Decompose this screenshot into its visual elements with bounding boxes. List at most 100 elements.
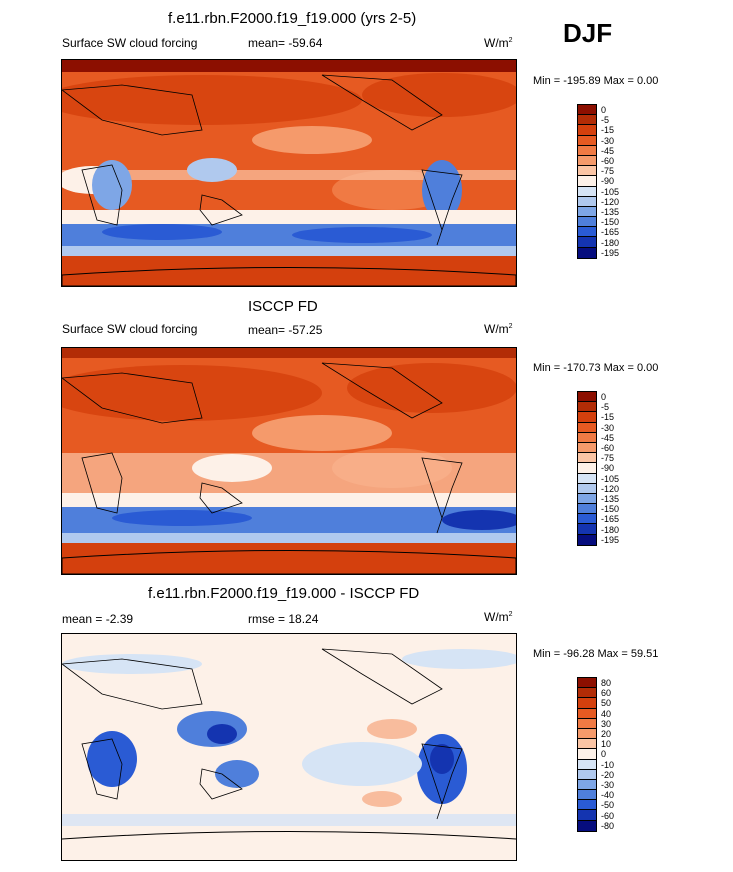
panel3-cbox <box>578 810 596 821</box>
panel1-colorbar-tick: -120 <box>601 196 620 207</box>
panel2-cbox <box>578 432 596 443</box>
panel2-colorbar-tick: -60 <box>601 443 615 453</box>
panel3-units: W/m2 <box>484 610 513 624</box>
panel2-colorbar-tick: -90 <box>601 463 615 474</box>
panel2-cbox <box>578 514 596 525</box>
panel3-field <box>62 634 516 860</box>
panel1-mean-label: mean= -59.64 <box>248 36 323 50</box>
panel3-cbox <box>578 698 596 709</box>
panel3-colorbar-tick: 60 <box>601 688 612 699</box>
panel3-rmse-label: rmse = 18.24 <box>248 612 319 626</box>
panel1-colorbar-tick: -30 <box>601 135 615 146</box>
panel2-minmax: Min = -170.73 Max = 0.00 <box>533 362 659 374</box>
panel3-map <box>61 633 517 861</box>
panel1-cbox <box>578 186 596 197</box>
panel2-colorbar-tick: -75 <box>601 453 615 464</box>
panel1-colorbar-tick: -195 <box>601 247 620 258</box>
panel2-colorbar-tick: -30 <box>601 422 615 433</box>
panel2-cbox <box>578 442 596 454</box>
panel3-colorbar-tick: 50 <box>601 698 612 709</box>
panel2-cbox <box>578 483 596 494</box>
panel1-cbox <box>578 227 596 238</box>
panel1-title: f.e11.rbn.F2000.f19_f19.000 (yrs 2-5) <box>168 10 417 27</box>
panel3-cbox <box>578 739 596 750</box>
panel2-colorbar-tick: -45 <box>601 432 615 443</box>
panel1-cbox <box>578 166 596 177</box>
panel3-cbox <box>578 759 596 770</box>
panel3-cbox <box>578 718 596 729</box>
panel3-colorbar-tick: -60 <box>601 810 615 821</box>
panel3-cbox <box>578 800 596 811</box>
panel1-cbox <box>578 206 596 218</box>
panel1-colorbar-tick: -180 <box>601 237 620 248</box>
panel3-colorbar-tick: -20 <box>601 769 615 780</box>
panel2-cbox <box>578 463 596 474</box>
panel1-colorbar-tick: -165 <box>601 227 620 238</box>
panel2-cbox <box>578 493 596 505</box>
panel2-colorbar-tick: -165 <box>601 514 620 525</box>
panel1-colorbar-tick: -45 <box>601 145 615 156</box>
panel1-minmax: Min = -195.89 Max = 0.00 <box>533 75 659 87</box>
panel3-mean-label: mean = -2.39 <box>62 612 134 626</box>
panel3-colorbar-tick: 40 <box>601 708 612 719</box>
panel3-minmax: Min = -96.28 Max = 59.51 <box>533 648 659 660</box>
panel2-colorbar-tick: -105 <box>601 473 620 484</box>
panel1-colorbar-tick: -75 <box>601 166 615 177</box>
panel2-cbox <box>578 422 596 433</box>
panel1-field <box>62 60 516 286</box>
panel3-cbox <box>578 688 596 699</box>
panel1-cbox <box>578 217 596 228</box>
panel1-units: W/m2 <box>484 36 513 50</box>
panel2-cbox <box>578 392 596 403</box>
panel2-cbox <box>578 402 596 413</box>
panel2-colorbar-tick: -15 <box>601 412 615 423</box>
panel2-map <box>61 347 517 575</box>
panel1-cbox <box>578 155 596 167</box>
panel1-colorbar-tick: -15 <box>601 125 615 136</box>
panel1-colorbar-tick: -150 <box>601 217 620 228</box>
panel2-colorbar-tick: -120 <box>601 483 620 494</box>
panel3-colorbar-tick: -40 <box>601 790 615 801</box>
panel1-cbox <box>578 145 596 156</box>
panel3-cbox <box>578 749 596 760</box>
panel1-cbox <box>578 247 596 258</box>
panel1-colorbar-tick: 0 <box>601 105 607 115</box>
panel3-colorbar-tick: -30 <box>601 780 615 790</box>
panel1-cbox <box>578 196 596 207</box>
panel2-cbox <box>578 504 596 515</box>
panel2-mean-label: mean= -57.25 <box>248 323 323 337</box>
panel2-colorbar-tick: -195 <box>601 534 620 545</box>
panel3-colorbar-tick: 30 <box>601 718 612 729</box>
panel3-cbox <box>578 728 596 740</box>
panel1-cbox <box>578 237 596 248</box>
panel2-cbox <box>578 473 596 484</box>
panel2-cbox <box>578 412 596 423</box>
panel3-cbox <box>578 790 596 801</box>
panel3-cbox <box>578 779 596 791</box>
panel2-title: ISCCP FD <box>248 298 318 315</box>
panel3-cbox <box>578 678 596 689</box>
panel2-colorbar-tick: -150 <box>601 504 620 515</box>
season-label: DJF <box>563 18 613 48</box>
panel2-cbox <box>578 534 596 545</box>
panel2-left-label: Surface SW cloud forcing <box>62 322 198 336</box>
panel1-cbox <box>578 176 596 187</box>
panel3-cbox <box>578 769 596 780</box>
panel1-colorbar-tick: -105 <box>601 186 620 197</box>
panel3-cbox <box>578 708 596 719</box>
panel3-colorbar-tick: 20 <box>601 729 612 739</box>
panel1-cbox <box>578 105 596 116</box>
panel1-map <box>61 59 517 287</box>
panel1-colorbar-tick: -5 <box>601 115 610 126</box>
panel2-colorbar-tick: -135 <box>601 494 620 504</box>
panel3-colorbar <box>577 677 597 832</box>
panel2-colorbar-tick: -5 <box>601 402 610 413</box>
panel2-cbox <box>578 453 596 464</box>
panel2-colorbar-tick: -180 <box>601 524 620 535</box>
panel2-cbox <box>578 524 596 535</box>
panel1-colorbar-tick: -90 <box>601 176 615 187</box>
panel3-colorbar-tick: 0 <box>601 749 607 760</box>
panel3-cbox <box>578 820 596 831</box>
panel2-colorbar-tick: 0 <box>601 392 607 402</box>
panel3-colorbar-tick: 10 <box>601 739 612 750</box>
